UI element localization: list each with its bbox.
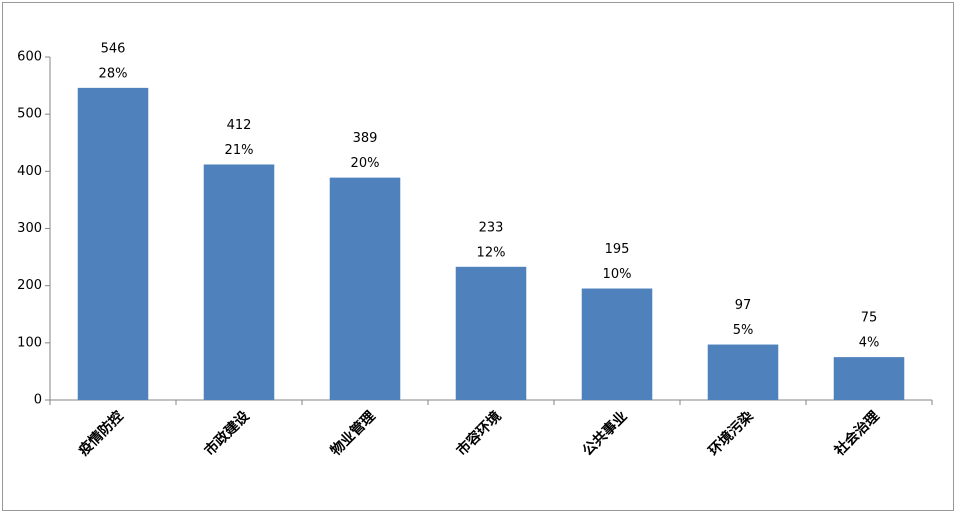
- bar: [77, 87, 149, 401]
- bar: [833, 357, 905, 400]
- bar: [581, 288, 653, 400]
- percent-label: 20%: [351, 156, 380, 171]
- percent-label: 10%: [603, 267, 632, 282]
- y-tick-label: 400: [17, 164, 42, 179]
- value-label: 97: [735, 298, 752, 313]
- percent-label: 4%: [859, 336, 880, 351]
- bar: [707, 344, 779, 400]
- percent-label: 12%: [477, 245, 506, 260]
- bar: [329, 177, 401, 400]
- y-tick-label: 300: [17, 221, 42, 236]
- value-label: 546: [101, 41, 126, 56]
- value-label: 75: [861, 311, 878, 326]
- value-label: 389: [353, 131, 378, 146]
- percent-label: 21%: [225, 143, 254, 158]
- value-label: 195: [605, 242, 630, 257]
- y-tick-label: 500: [17, 107, 42, 122]
- y-tick-label: 200: [17, 278, 42, 293]
- y-tick-label: 600: [17, 50, 42, 65]
- bar: [203, 164, 275, 400]
- value-label: 412: [227, 118, 252, 133]
- y-tick-label: 0: [34, 393, 42, 408]
- percent-label: 28%: [99, 66, 128, 81]
- bar: [455, 266, 527, 400]
- percent-label: 5%: [733, 323, 754, 338]
- y-tick-label: 100: [17, 335, 42, 350]
- value-label: 233: [479, 220, 504, 235]
